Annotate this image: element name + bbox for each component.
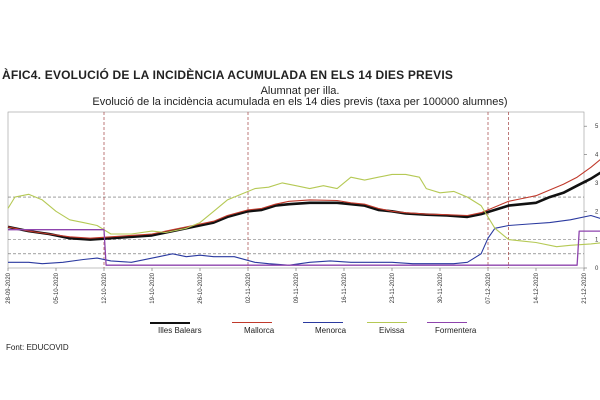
y-tick-label: 1 <box>595 238 599 244</box>
source-note: Font: EDUCOVID <box>6 343 69 352</box>
x-tick-label: 26-10-2020 <box>198 272 204 303</box>
legend-swatch <box>303 322 343 323</box>
legend-label: Illes Balears <box>158 326 202 335</box>
series-line-menorca <box>8 214 600 266</box>
figure-title: ÀFIC4. EVOLUCIÓ DE LA INCIDÈNCIA ACUMULA… <box>2 68 454 82</box>
chart-title: Alumnat per illa. <box>260 85 340 97</box>
x-tick-label: 05-10-2020 <box>54 272 60 303</box>
y-tick-label: 5 <box>595 124 599 130</box>
legend-label: Formentera <box>435 326 477 335</box>
x-tick-label: 07-12-2020 <box>486 272 492 303</box>
legend-label: Mallorca <box>244 326 275 335</box>
legend-swatch <box>367 322 407 323</box>
x-tick-label: 14-12-2020 <box>534 272 540 303</box>
legend-swatch <box>232 322 272 323</box>
x-tick-label: 12-10-2020 <box>102 272 108 303</box>
x-tick-label: 16-11-2020 <box>342 272 348 303</box>
chart-subtitle: Evolució de la incidència acumulada en e… <box>92 96 508 108</box>
series-line-formentera <box>8 229 600 266</box>
x-tick-label: 23-11-2020 <box>390 272 396 303</box>
series-line-eivissa <box>7 173 600 248</box>
y-tick-label: 2 <box>595 209 599 215</box>
y-tick-label: 0 <box>595 266 599 272</box>
y-tick-label: 3 <box>595 181 599 187</box>
legend-swatch <box>150 322 190 324</box>
chart-legend: Illes Balears Mallorca Menorca Eivissa Forme… <box>0 322 600 338</box>
x-tick-label: 02-11-2020 <box>246 272 252 303</box>
legend-swatch <box>427 322 467 323</box>
series-line-mallorca <box>7 159 600 239</box>
x-tick-label: 30-11-2020 <box>438 272 444 303</box>
x-tick-label: 19-10-2020 <box>150 272 156 303</box>
series-line-illes-balears <box>7 171 600 241</box>
x-tick-label: 28-09-2020 <box>6 272 12 303</box>
legend-label: Eivissa <box>379 326 405 335</box>
plot-frame <box>7 111 585 269</box>
x-tick-label: 21-12-2020 <box>582 272 588 303</box>
legend-label: Menorca <box>315 326 347 335</box>
y-tick-label: 4 <box>595 153 599 159</box>
x-tick-label: 09-11-2020 <box>294 272 300 303</box>
